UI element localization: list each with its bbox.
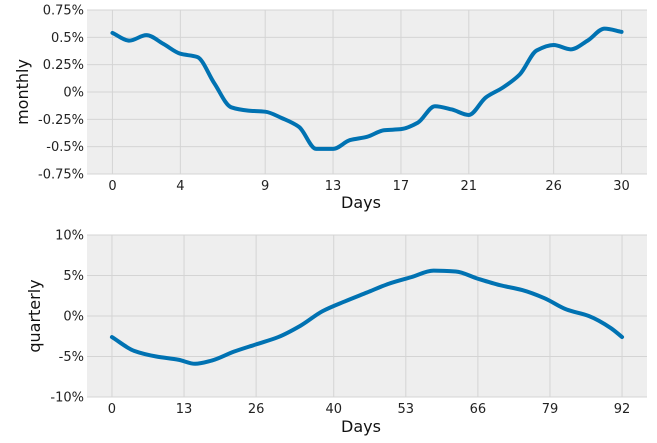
- quarterly-x-axis-label: Days: [341, 417, 381, 436]
- monthly-chart: 0.75% 0.5% 0.25% 0% -0.25% -0.5% -0.75% 0 4 9 13 1…: [13, 4, 647, 212]
- x-tick-label: 13: [176, 402, 193, 417]
- y-tick-label: 0%: [63, 86, 84, 101]
- y-tick-label: 0.5%: [51, 31, 84, 46]
- x-tick-label: 40: [325, 402, 342, 417]
- y-tick-label: -10%: [50, 391, 84, 406]
- x-tick-label: 92: [614, 402, 631, 417]
- x-tick-label: 21: [461, 179, 478, 194]
- y-tick-label: 10%: [55, 229, 84, 244]
- y-tick-label: -5%: [59, 350, 84, 365]
- monthly-y-ticks: 0.75% 0.5% 0.25% 0% -0.25% -0.5% -0.75%: [38, 4, 84, 183]
- x-tick-label: 30: [613, 179, 630, 194]
- x-tick-label: 4: [176, 179, 184, 194]
- x-tick-label: 53: [398, 402, 415, 417]
- x-tick-label: 13: [325, 179, 342, 194]
- y-tick-label: 0.25%: [43, 58, 84, 73]
- x-tick-label: 17: [393, 179, 410, 194]
- x-tick-label: 9: [261, 179, 269, 194]
- monthly-y-axis-label: monthly: [13, 59, 32, 125]
- y-tick-label: 0%: [63, 310, 84, 325]
- x-tick-label: 26: [545, 179, 562, 194]
- monthly-x-axis-label: Days: [341, 193, 381, 212]
- y-tick-label: -0.75%: [38, 168, 84, 183]
- quarterly-grid: [87, 234, 647, 398]
- monthly-x-ticks: 0 4 9 13 17 21 26 30: [108, 179, 630, 194]
- quarterly-series-line: [109, 268, 625, 366]
- quarterly-y-axis-label: quarterly: [25, 279, 44, 352]
- y-tick-label: 0.75%: [43, 4, 84, 19]
- y-tick-label: 5%: [63, 269, 84, 284]
- quarterly-x-ticks: 0 13 26 40 53 66 79 92: [108, 402, 631, 417]
- y-tick-label: -0.5%: [46, 140, 84, 155]
- monthly-series-line: [110, 26, 624, 151]
- x-tick-label: 79: [542, 402, 559, 417]
- quarterly-y-ticks: 10% 5% 0% -5% -10%: [50, 229, 84, 406]
- quarterly-chart: 10% 5% 0% -5% -10% 0 13 26 40 53 66 79 92 Days quar…: [25, 229, 647, 436]
- monthly-grid: [87, 9, 647, 175]
- x-tick-label: 26: [248, 402, 265, 417]
- x-tick-label: 66: [470, 402, 487, 417]
- x-tick-label: 0: [108, 402, 116, 417]
- y-tick-label: -0.25%: [38, 113, 84, 128]
- x-tick-label: 0: [108, 179, 116, 194]
